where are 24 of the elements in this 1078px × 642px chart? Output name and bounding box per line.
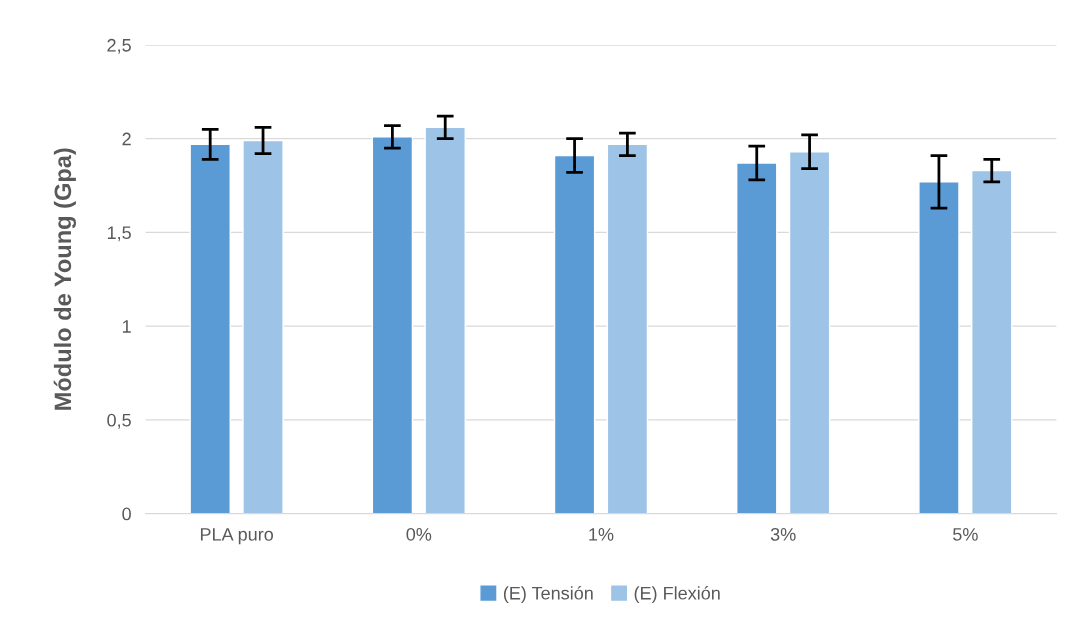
legend-label: (E) Tensión bbox=[503, 586, 593, 604]
y-tick-label: 0 bbox=[122, 507, 131, 521]
x-tick-label: 5% bbox=[953, 528, 978, 541]
x-tick-label: 1% bbox=[589, 528, 614, 541]
bar bbox=[553, 154, 596, 514]
x-tick-label: PLA puro bbox=[200, 528, 274, 545]
x-tick-label: 0% bbox=[406, 527, 432, 541]
bar bbox=[971, 169, 1013, 514]
bar bbox=[606, 143, 649, 514]
y-axis-title: Módulo de Young (Gpa) bbox=[53, 148, 76, 410]
x-tick-label: 3% bbox=[770, 527, 796, 541]
y-tick-label: 1,5 bbox=[107, 226, 131, 242]
legend-label: (E) Flexión bbox=[634, 586, 720, 604]
bar bbox=[424, 126, 466, 514]
bar bbox=[918, 181, 960, 514]
bar bbox=[371, 136, 414, 514]
y-tick-label: 1 bbox=[122, 320, 131, 333]
bar bbox=[788, 151, 831, 514]
bar bbox=[736, 162, 778, 514]
y-tick-label: 2 bbox=[122, 132, 131, 146]
y-tick-label: 0,5 bbox=[107, 413, 131, 429]
bar bbox=[242, 139, 284, 514]
bar bbox=[189, 143, 231, 514]
y-tick-label: 2,5 bbox=[107, 38, 131, 54]
